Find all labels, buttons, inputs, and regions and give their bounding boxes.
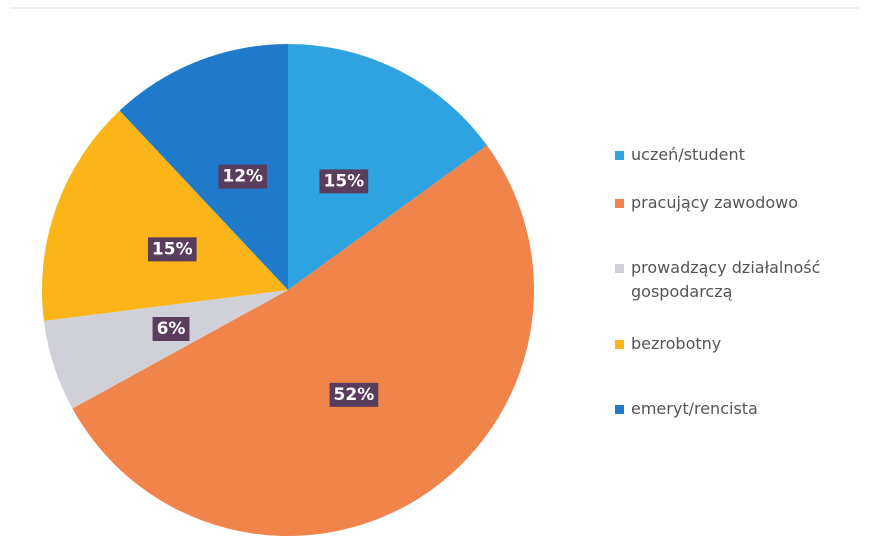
legend-item: prowadzący działalność gospodarczą bbox=[615, 256, 845, 304]
pie-slice bbox=[43, 290, 288, 409]
value-label-text: 6% bbox=[157, 319, 186, 339]
value-label-text: 12% bbox=[222, 167, 263, 187]
value-label: 12% bbox=[218, 164, 268, 189]
legend-label: prowadzący działalność gospodarczą bbox=[631, 258, 821, 301]
pie-slice bbox=[72, 145, 535, 537]
legend-swatch bbox=[615, 199, 624, 208]
legend-item: bezrobotny bbox=[615, 332, 845, 356]
legend-swatch bbox=[615, 340, 624, 349]
value-label: 6% bbox=[152, 317, 190, 342]
pie-slice bbox=[42, 110, 289, 321]
value-label-box bbox=[152, 317, 190, 342]
value-label-text: 15% bbox=[323, 171, 364, 191]
value-label-box bbox=[147, 237, 197, 262]
legend-item: pracujący zawodowo bbox=[615, 191, 845, 215]
value-label-box bbox=[218, 164, 268, 189]
legend-swatch bbox=[615, 405, 624, 414]
legend-label: bezrobotny bbox=[631, 334, 722, 353]
pie-slice bbox=[288, 44, 488, 290]
value-label-box bbox=[329, 382, 379, 407]
value-label: 52% bbox=[329, 382, 379, 407]
legend-label: uczeń/student bbox=[631, 145, 745, 164]
legend-item: uczeń/student bbox=[615, 143, 845, 167]
value-label-box bbox=[319, 169, 369, 194]
value-label-text: 52% bbox=[334, 385, 375, 405]
value-label-text: 15% bbox=[152, 239, 193, 259]
value-label: 15% bbox=[319, 169, 369, 194]
legend-item: emeryt/rencista bbox=[615, 397, 845, 421]
legend-label: pracujący zawodowo bbox=[631, 193, 798, 212]
legend-swatch bbox=[615, 151, 624, 160]
pie-slice bbox=[119, 44, 288, 290]
value-label: 15% bbox=[147, 237, 197, 262]
legend-swatch bbox=[615, 264, 624, 273]
legend-label: emeryt/rencista bbox=[631, 399, 758, 418]
